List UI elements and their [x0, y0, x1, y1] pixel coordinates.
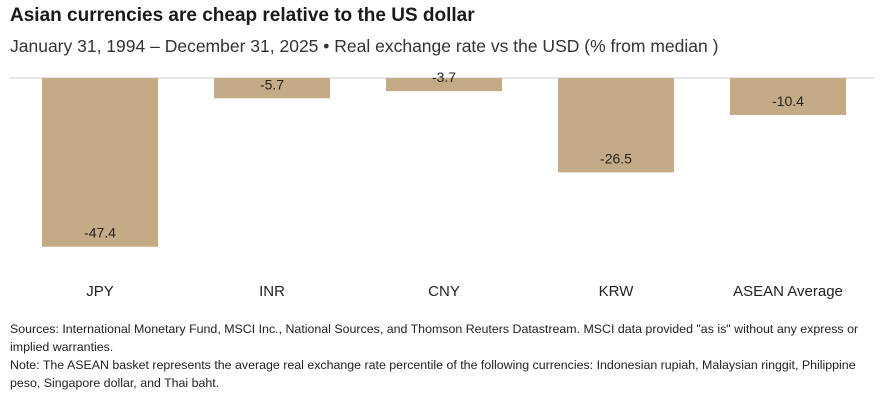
- bar-inr: [214, 78, 330, 99]
- data-label: -26.5: [600, 150, 632, 166]
- x-tick-label: ASEAN Average: [733, 283, 843, 300]
- data-label: -5.7: [260, 76, 284, 92]
- x-tick-label: KRW: [599, 283, 635, 300]
- data-label: -3.7: [432, 69, 456, 85]
- chart-subtitle: January 31, 1994 – December 31, 2025 • R…: [10, 36, 719, 56]
- x-tick-label: JPY: [86, 283, 114, 300]
- data-label: -47.4: [84, 225, 116, 241]
- sources-note: Sources: International Monetary Fund, MS…: [10, 322, 859, 354]
- data-label: -10.4: [772, 93, 804, 109]
- footnotes: Sources: International Monetary Fund, MS…: [10, 320, 870, 392]
- asean-note: Note: The ASEAN basket represents the av…: [10, 358, 856, 390]
- x-tick-label: INR: [259, 283, 285, 300]
- bar-jpy: [42, 78, 158, 247]
- bar-cny: [386, 78, 502, 92]
- bar-chart: -47.4 JPY -5.7 INR -3.7 CNY -26.5 KRW -10.4 ASEAN…: [10, 69, 874, 300]
- chart-title: Asian currencies are cheap relative to t…: [10, 5, 475, 26]
- bar-asean-average: [730, 78, 846, 116]
- x-tick-label: CNY: [428, 283, 460, 300]
- bar-krw: [558, 78, 674, 173]
